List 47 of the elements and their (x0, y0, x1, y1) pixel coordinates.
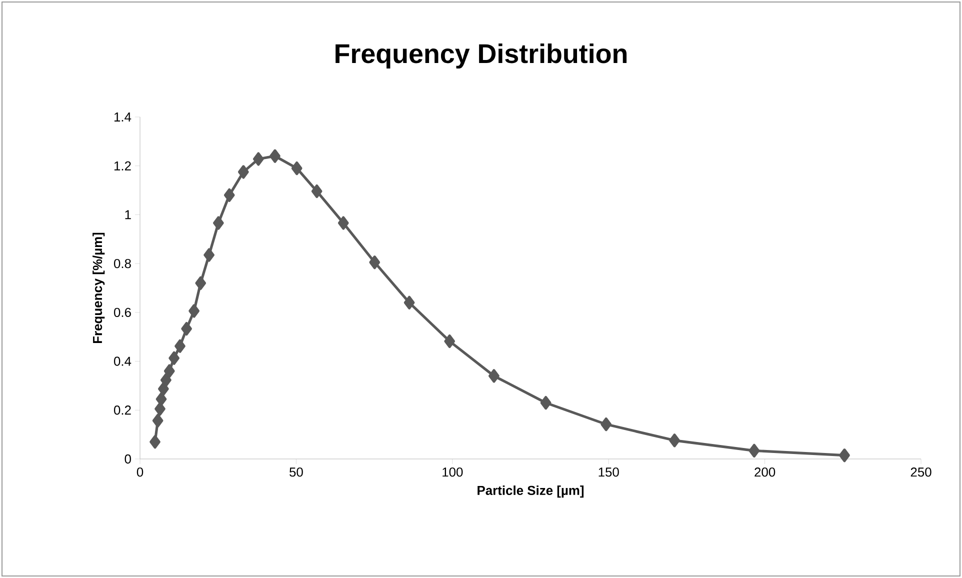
x-tick-label: 250 (910, 468, 932, 477)
y-tick-label: 1 (125, 210, 131, 220)
y-tick-label: 0.6 (114, 308, 131, 317)
point (158, 382, 169, 396)
point (270, 149, 280, 163)
point (369, 256, 380, 270)
y-tick-label: 1.2 (114, 161, 131, 170)
point (164, 364, 175, 378)
point (669, 434, 680, 448)
chart-title: Frequency Distribution (336, 43, 627, 69)
point (212, 216, 224, 230)
point (150, 435, 160, 449)
point (156, 392, 167, 406)
y-tick-label: 1.4 (114, 112, 132, 122)
x-tick-label: 100 (442, 468, 463, 477)
point (195, 276, 206, 290)
y-tick-label: 0 (124, 454, 131, 464)
x-tick-label: 200 (754, 468, 776, 477)
point (168, 351, 180, 365)
point (839, 448, 850, 462)
point (181, 322, 192, 336)
point (160, 373, 172, 387)
point (540, 396, 552, 410)
point (404, 296, 415, 310)
x-tick-label: 0 (136, 468, 144, 477)
point (488, 369, 500, 383)
point (204, 248, 214, 262)
point (188, 304, 200, 318)
y-tick-label: 0.8 (114, 258, 131, 268)
x-axis-title: Particle Size [µm] (478, 486, 584, 498)
point (311, 184, 322, 198)
point (154, 402, 166, 416)
y-tick-label: 0.2 (114, 406, 131, 415)
point (291, 161, 302, 176)
x-tick-label: 150 (598, 468, 619, 477)
point (444, 334, 456, 348)
point (748, 444, 760, 458)
point (600, 417, 612, 432)
y-tick-label: 0.4 (114, 356, 132, 366)
point (338, 216, 349, 230)
x-tick-label: 50 (290, 468, 303, 477)
y-axis-title: Frequency [%/µm] (92, 232, 105, 344)
point (174, 339, 186, 353)
point (152, 414, 164, 428)
point (224, 188, 235, 202)
point (238, 165, 249, 179)
point (252, 152, 264, 166)
